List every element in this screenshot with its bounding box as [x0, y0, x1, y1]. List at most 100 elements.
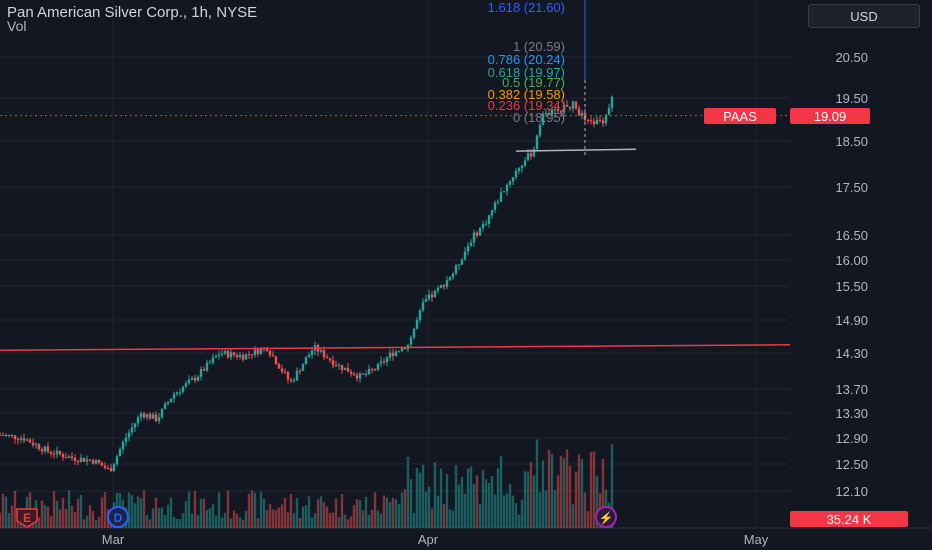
- y-tick-4: 16.50: [835, 228, 868, 243]
- candle-body: [322, 350, 326, 358]
- volume-bar: [544, 490, 548, 528]
- candle-body: [46, 446, 50, 452]
- candle-body: [49, 451, 53, 454]
- fib-label-7: 0 (18.95): [513, 110, 565, 125]
- candle-body: [241, 354, 245, 360]
- candle-body: [544, 113, 548, 115]
- volume-bar: [478, 503, 482, 528]
- dividend-marker-text: D: [114, 511, 123, 525]
- volume-bar: [175, 519, 179, 528]
- candle-body: [418, 310, 422, 321]
- volume-bar: [244, 510, 248, 528]
- volume-bar: [133, 503, 137, 528]
- volume-bar: [427, 486, 431, 528]
- volume-bar: [190, 513, 194, 528]
- volume-bar: [268, 504, 272, 528]
- fib-label-4: 0.5 (19.77): [502, 75, 565, 90]
- candle-body: [442, 285, 446, 287]
- candle-body: [202, 369, 206, 371]
- candle-body: [514, 170, 518, 178]
- candle-body: [175, 392, 179, 395]
- candle-body: [553, 109, 557, 111]
- volume-bar: [541, 460, 545, 528]
- candle-body: [559, 111, 563, 113]
- y-tick-5: 16.00: [835, 253, 868, 268]
- volume-bar: [52, 490, 56, 528]
- volume-bar: [472, 484, 476, 528]
- volume-bar: [520, 499, 524, 528]
- candle-body: [517, 168, 521, 171]
- candle-body: [496, 201, 500, 203]
- candle-body: [319, 350, 323, 352]
- volume-bar: [40, 500, 44, 528]
- candle-body: [235, 355, 239, 358]
- candle-body: [283, 371, 287, 373]
- volume-bar: [415, 467, 419, 528]
- candle-body: [37, 444, 41, 450]
- candle-body: [157, 417, 161, 422]
- volume-bar: [526, 471, 530, 528]
- y-tick-9: 13.70: [835, 382, 868, 397]
- volume-bar: [511, 495, 515, 528]
- volume-bar: [496, 468, 500, 528]
- volume-bar: [490, 476, 494, 528]
- candle-body: [229, 352, 233, 358]
- candle-body: [247, 354, 251, 356]
- candle-body: [10, 434, 14, 436]
- volume-bar: [367, 514, 371, 528]
- volume-bar: [538, 492, 542, 528]
- volume-bar: [331, 512, 335, 528]
- candle-body: [430, 294, 434, 298]
- y-tick-6: 15.50: [835, 279, 868, 294]
- volume-bar: [163, 515, 167, 528]
- volume-bar: [271, 509, 275, 528]
- candle-body: [352, 373, 356, 376]
- candle-body: [445, 280, 449, 287]
- flash-marker: [595, 506, 617, 528]
- volume-bar: [10, 505, 14, 528]
- fib-label-0: 1.618 (21.60): [488, 0, 565, 15]
- currency-button[interactable]: USD: [808, 4, 920, 28]
- volume-bar: [340, 493, 344, 528]
- candle-body: [589, 120, 593, 122]
- volume-bar: [460, 476, 464, 528]
- candle-body: [22, 438, 26, 441]
- candle-body: [28, 439, 32, 443]
- candle-body: [130, 427, 134, 433]
- volume-bar: [439, 468, 443, 528]
- candle-body: [478, 228, 482, 236]
- chart-title: Pan American Silver Corp., 1h, NYSE: [7, 4, 258, 21]
- y-tick-3: 17.50: [835, 180, 868, 195]
- volume-bar: [85, 515, 89, 528]
- volume-bar: [4, 496, 8, 528]
- volume-bar: [37, 517, 41, 528]
- candle-body: [511, 177, 515, 182]
- volume-bar: [169, 497, 173, 528]
- candle-body: [106, 467, 110, 469]
- candle-body: [19, 438, 23, 440]
- candle-body: [148, 414, 152, 419]
- candle-body: [226, 351, 230, 358]
- volume-bar: [382, 495, 386, 528]
- candle-body: [181, 386, 185, 392]
- candle-body: [13, 435, 17, 440]
- volume-bar: [592, 451, 596, 528]
- volume-bar: [157, 508, 161, 528]
- candle-body: [40, 449, 44, 452]
- volume-bar: [274, 510, 278, 528]
- candle-body: [115, 456, 119, 465]
- volume-bar: [247, 493, 251, 528]
- candle-body: [184, 383, 188, 387]
- volume-bar: [151, 508, 155, 528]
- volume-bar: [199, 498, 203, 528]
- candle-body: [568, 106, 572, 109]
- candle-body: [562, 104, 566, 113]
- volume-bar: [388, 502, 392, 528]
- volume-bar: [67, 490, 71, 528]
- volume-bar: [241, 519, 245, 528]
- volume-bar: [499, 456, 503, 528]
- candle-body: [16, 439, 20, 441]
- candle-body: [394, 351, 398, 356]
- volume-bar: [325, 506, 329, 528]
